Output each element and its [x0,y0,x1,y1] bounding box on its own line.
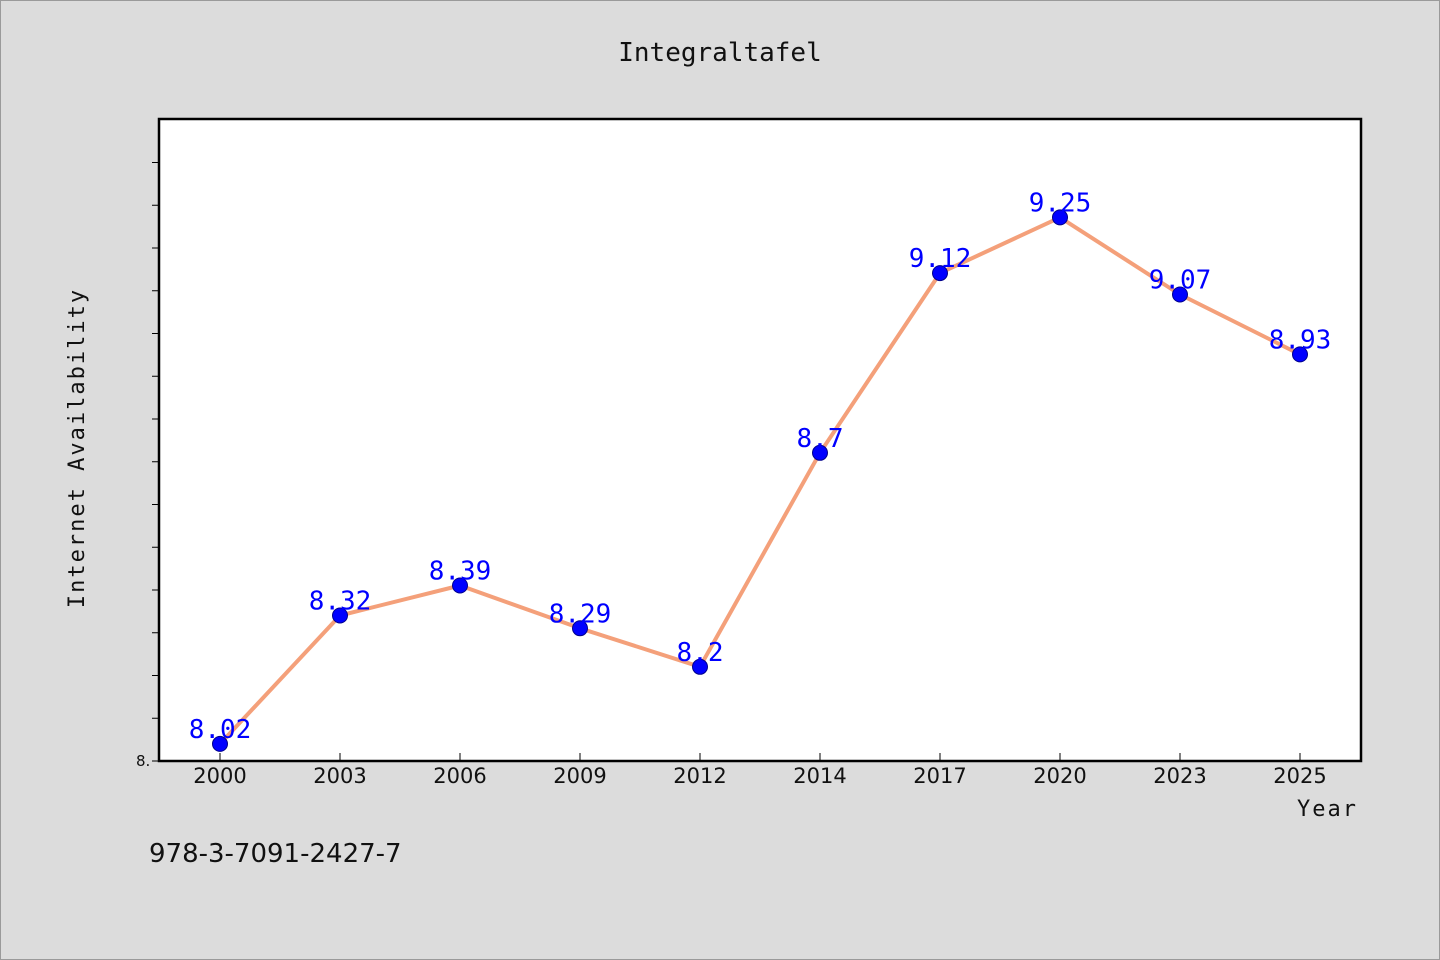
x-tick-label: 2017 [913,764,966,788]
data-point-marker [452,577,468,594]
x-tick-label: 2014 [793,764,846,788]
data-point-label: 8.29 [549,599,612,629]
data-point-label: 8.02 [189,715,252,745]
isbn-text: 978-3-7091-2427-7 [149,839,402,869]
plot-area [157,117,1363,763]
series-markers [212,209,1308,752]
chart-title: Integraltafel [618,38,822,68]
x-tick-label: 2006 [433,764,486,788]
data-point-label: 9.12 [909,244,972,274]
data-point-marker [1172,286,1188,303]
y-axis-ticks [152,162,159,762]
data-point-marker [1052,209,1068,226]
data-point-label: 9.07 [1149,266,1212,296]
data-point-marker [812,444,828,461]
x-axis-tick-labels: 2000 2003 2006 2009 2012 2014 2017 2020 2023 2025 [193,764,1326,788]
x-tick-label: 2020 [1033,764,1086,788]
x-tick-label: 2000 [193,764,246,788]
x-tick-label: 2012 [673,764,726,788]
data-point-label: 8.39 [429,557,492,587]
data-point-marker [572,620,588,637]
data-point-marker [212,735,228,752]
y-axis-label: Internet Availability [65,288,90,608]
x-tick-label: 2003 [313,764,366,788]
data-point-label: 8.2 [677,638,724,668]
data-point-marker [932,265,948,282]
data-labels: 8.02 8.32 8.39 8.29 8.2 8.7 9.12 9.25 9.07 8.93 [189,188,1332,745]
x-tick-label: 2023 [1153,764,1206,788]
data-point-label: 8.93 [1269,325,1332,355]
data-point-label: 8.7 [797,424,844,454]
data-point-marker [692,658,708,675]
data-point-label: 9.25 [1029,188,1092,218]
x-axis-ticks [219,753,1301,761]
y-tick-label: 8. [136,752,150,770]
series-line [218,215,1301,746]
data-point-marker [332,607,348,624]
data-point-marker [1292,346,1308,363]
x-axis-label: Year [1297,797,1358,822]
x-tick-label: 2009 [553,764,606,788]
data-point-label: 8.32 [309,587,372,617]
x-tick-label: 2025 [1273,764,1326,788]
